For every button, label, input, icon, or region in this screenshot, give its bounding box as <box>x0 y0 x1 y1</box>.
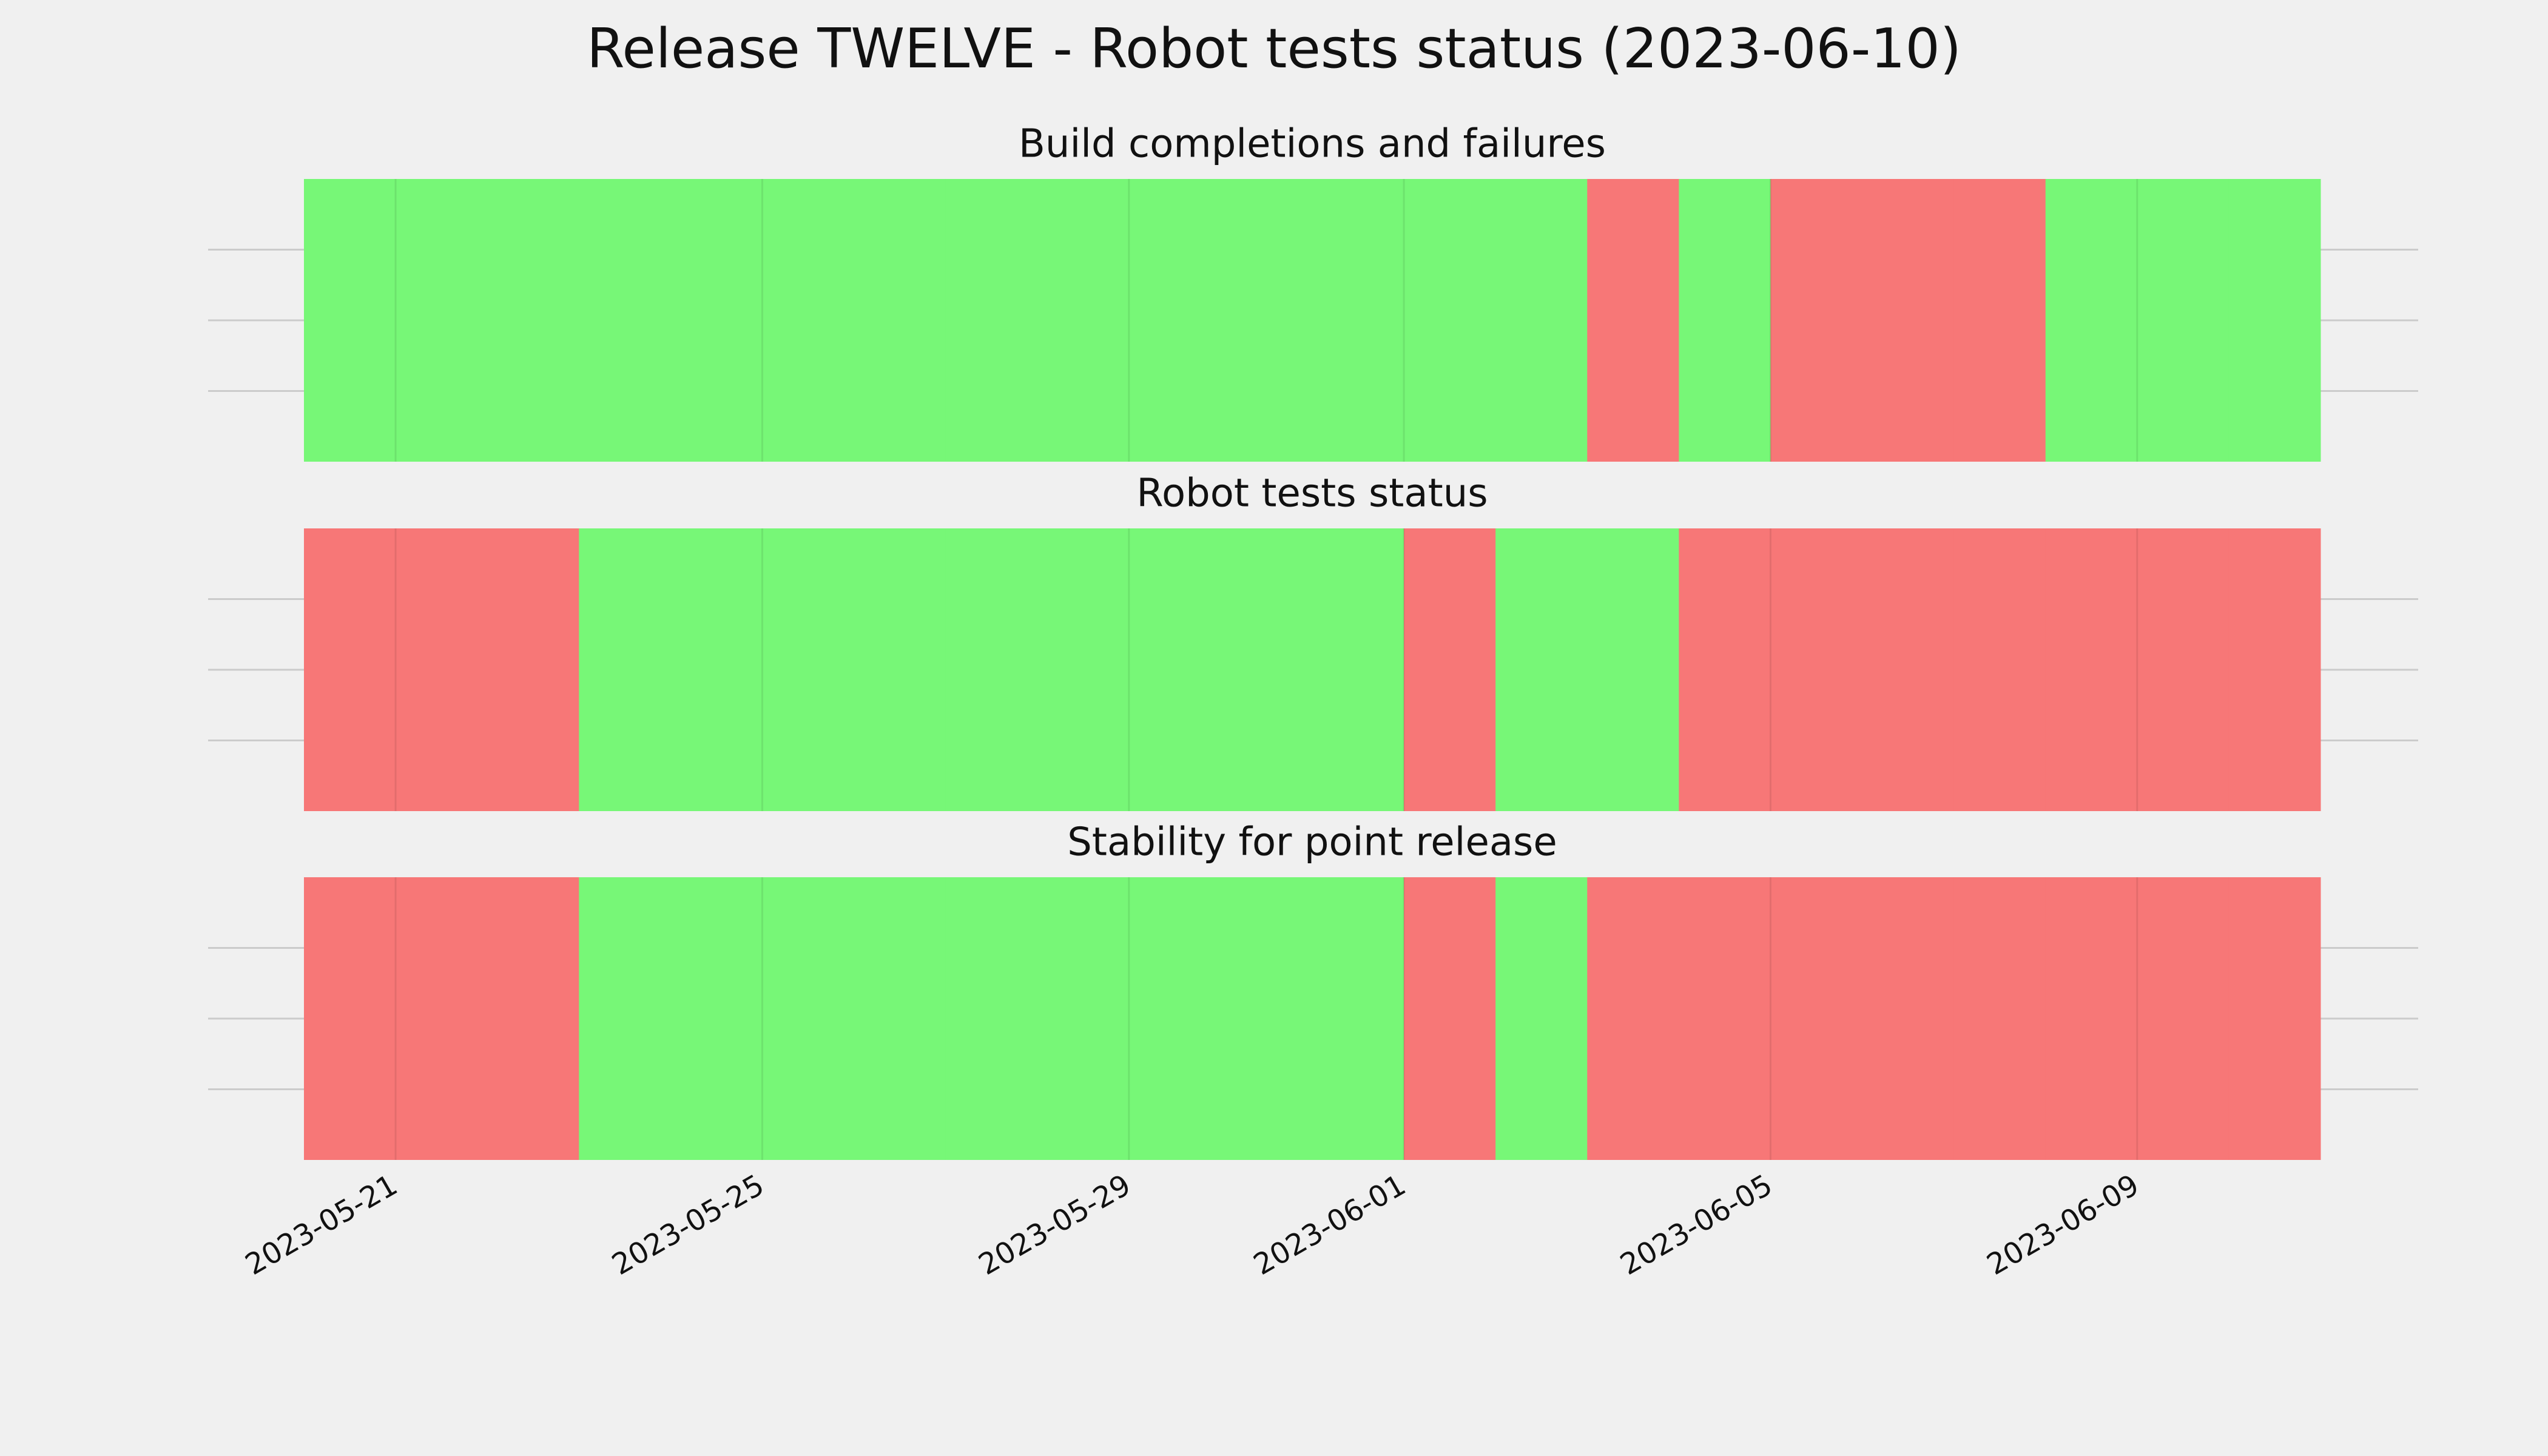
status-bar <box>854 179 946 462</box>
status-bar <box>1770 179 1863 462</box>
status-bar <box>579 179 671 462</box>
status-bar <box>854 528 946 811</box>
status-bar <box>1679 179 1771 462</box>
status-bar <box>1953 528 2046 811</box>
status-bar <box>487 179 579 462</box>
status-bar <box>1679 877 1771 1160</box>
status-bar <box>1037 179 1130 462</box>
status-bar <box>396 528 488 811</box>
status-bar <box>396 877 488 1160</box>
status-bar <box>2045 528 2138 811</box>
status-bar <box>2228 528 2321 811</box>
status-bar <box>304 877 396 1160</box>
status-bar <box>2137 877 2230 1160</box>
status-bar <box>1862 179 1955 462</box>
status-bar <box>1679 528 1771 811</box>
status-bar <box>1953 179 2046 462</box>
status-bar <box>670 179 763 462</box>
status-bar <box>1312 179 1404 462</box>
status-bar <box>762 877 855 1160</box>
status-bar <box>762 179 855 462</box>
status-bar <box>2045 179 2138 462</box>
status-bar <box>579 877 671 1160</box>
status-bar <box>945 179 1038 462</box>
status-bar <box>1312 528 1404 811</box>
status-bar <box>1404 877 1496 1160</box>
status-bar <box>1495 877 1588 1160</box>
status-bar <box>854 877 946 1160</box>
status-bar <box>1404 179 1496 462</box>
status-bar <box>1862 528 1955 811</box>
status-bar <box>670 877 763 1160</box>
status-bar <box>1128 179 1221 462</box>
status-bar <box>1220 877 1313 1160</box>
status-bar <box>487 877 579 1160</box>
status-bar <box>670 528 763 811</box>
status-bar <box>1587 877 1679 1160</box>
status-bar <box>1953 877 2046 1160</box>
status-bar <box>487 528 579 811</box>
status-bar <box>1770 877 1863 1160</box>
status-bar <box>945 528 1038 811</box>
status-bar <box>1495 528 1588 811</box>
status-bar <box>1220 528 1313 811</box>
status-bar <box>2228 877 2321 1160</box>
panel-title: Robot tests status <box>1136 471 1488 516</box>
status-bar <box>1495 179 1588 462</box>
status-bar <box>2137 528 2230 811</box>
panel-title: Stability for point release <box>1067 820 1557 865</box>
status-bar <box>1128 877 1221 1160</box>
status-bar <box>945 877 1038 1160</box>
status-bar <box>2137 179 2230 462</box>
status-bar <box>2228 179 2321 462</box>
status-bar <box>762 528 855 811</box>
status-bar <box>1220 179 1313 462</box>
status-bar <box>304 528 396 811</box>
status-bar <box>1587 528 1679 811</box>
status-bar <box>1128 528 1221 811</box>
status-bar <box>1587 179 1679 462</box>
status-bar <box>1037 528 1130 811</box>
status-bar <box>1770 528 1863 811</box>
status-bar <box>1404 528 1496 811</box>
panel-title: Build completions and failures <box>1019 122 1606 167</box>
status-bar <box>304 179 396 462</box>
status-bar <box>579 528 671 811</box>
chart-title: Release TWELVE - Robot tests status (202… <box>587 17 1961 81</box>
status-bar <box>396 179 488 462</box>
status-bar <box>1312 877 1404 1160</box>
status-bar <box>2045 877 2138 1160</box>
status-bar <box>1862 877 1955 1160</box>
status-bar <box>1037 877 1130 1160</box>
